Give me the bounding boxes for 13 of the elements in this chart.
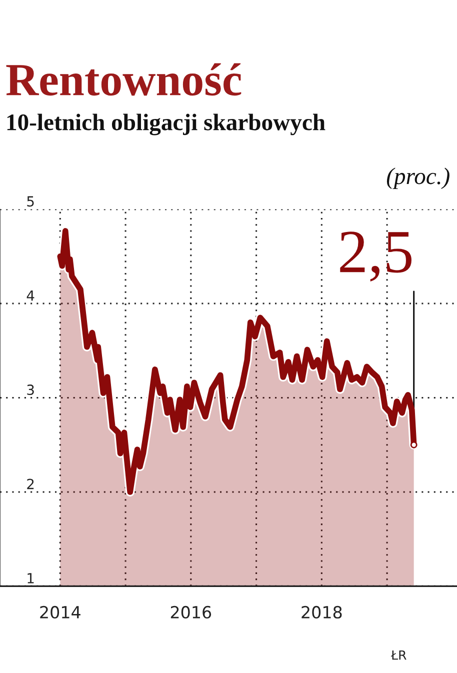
y-tick-label: 4 xyxy=(26,290,34,301)
annotation: 2,5 xyxy=(340,232,412,282)
x-tick-label: 2014 xyxy=(40,606,80,619)
y-tick-label: 3 xyxy=(27,384,34,396)
x-tick-label: 2018 xyxy=(302,606,342,619)
x-tick-label: 2016 xyxy=(170,606,212,619)
y-tick-label: 1 xyxy=(28,573,34,584)
y-tick-label: 5 xyxy=(27,196,34,207)
chart-title: Rentowność xyxy=(6,63,242,96)
y-tick-label: 2 xyxy=(27,478,34,490)
text: ŁR xyxy=(390,650,406,660)
chart-subtitle: 10-letnich obligacji skarbowych xyxy=(7,114,326,136)
y-axis-title: (proc.) xyxy=(386,168,450,190)
